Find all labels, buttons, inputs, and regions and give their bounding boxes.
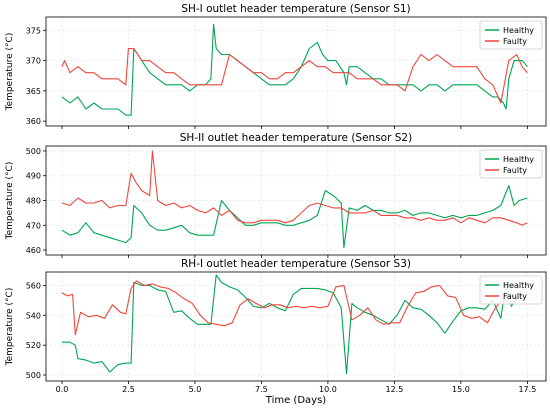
- y-tick-label: 360: [26, 117, 41, 126]
- y-tick-label: 500: [26, 371, 41, 380]
- chart-panel-2: 460 470 480 490 500 SH-II outlet header tempe…: [5, 132, 547, 258]
- y-tick-label: 365: [26, 87, 41, 96]
- x-tick-label: 15.0: [452, 385, 470, 394]
- legend-box: [479, 20, 543, 50]
- y-tick-label: 480: [26, 197, 41, 206]
- y-axis-label: Temperature (°C): [5, 288, 15, 367]
- y-axis-label: Temperature (°C): [5, 33, 15, 112]
- x-tick-label: 0.0: [56, 385, 69, 394]
- series-line-faulty: [61, 47, 528, 104]
- y-tick-label: 540: [26, 311, 41, 320]
- series-line-healthy: [61, 185, 528, 249]
- legend-label-healthy: Healthy: [503, 26, 534, 35]
- y-tick-label: 520: [26, 341, 41, 350]
- series-line-healthy: [62, 274, 528, 375]
- legend-box: [479, 149, 543, 179]
- legend-label-faulty: Faulty: [503, 166, 527, 175]
- chart-title: SH-II outlet header temperature (Sensor …: [180, 132, 412, 144]
- plot-frame: [45, 271, 547, 382]
- y-tick-label: 470: [26, 221, 41, 230]
- legend-label-faulty: Faulty: [503, 292, 527, 301]
- series-line-faulty: [61, 280, 528, 336]
- chart-title: SH-I outlet header temperature (Sensor S…: [181, 3, 410, 15]
- legend-box: [479, 275, 543, 305]
- y-tick-label: 375: [26, 26, 41, 35]
- y-tick-label: 500: [26, 147, 41, 156]
- legend: Healthy Faulty: [479, 149, 543, 179]
- y-tick-label: 490: [26, 172, 41, 181]
- x-tick-label: 12.5: [385, 385, 403, 394]
- chart-title: RH-I outlet header temperature (Sensor S…: [181, 258, 411, 270]
- chart-panel-3: 500 520 540 560 0.0 2.5 5.0 7.5 10.0 12.5 15.0 17.5…: [5, 258, 547, 394]
- chart-panel-1: 360 365 370 375 SH-I outlet header temperatu…: [5, 3, 547, 129]
- series-line-faulty: [61, 150, 528, 226]
- legend-label-healthy: Healthy: [503, 281, 534, 290]
- y-tick-label: 560: [26, 281, 41, 290]
- x-tick-label: 7.5: [255, 385, 268, 394]
- y-tick-label: 370: [26, 57, 41, 66]
- x-tick-label: 5.0: [189, 385, 202, 394]
- x-tick-label: 17.5: [518, 385, 536, 394]
- series-line-healthy: [61, 23, 528, 116]
- y-axis-label: Temperature (°C): [5, 162, 15, 241]
- legend-label-healthy: Healthy: [503, 155, 534, 164]
- x-tick-label: 2.5: [122, 385, 135, 394]
- plot-frame: [45, 16, 547, 127]
- x-axis-label: Time (Days): [265, 395, 327, 406]
- legend: Healthy Faulty: [479, 20, 543, 50]
- legend: Healthy Faulty: [479, 275, 543, 305]
- legend-label-faulty: Faulty: [503, 37, 527, 46]
- x-tick-label: 10.0: [319, 385, 337, 394]
- y-tick-label: 460: [26, 246, 41, 255]
